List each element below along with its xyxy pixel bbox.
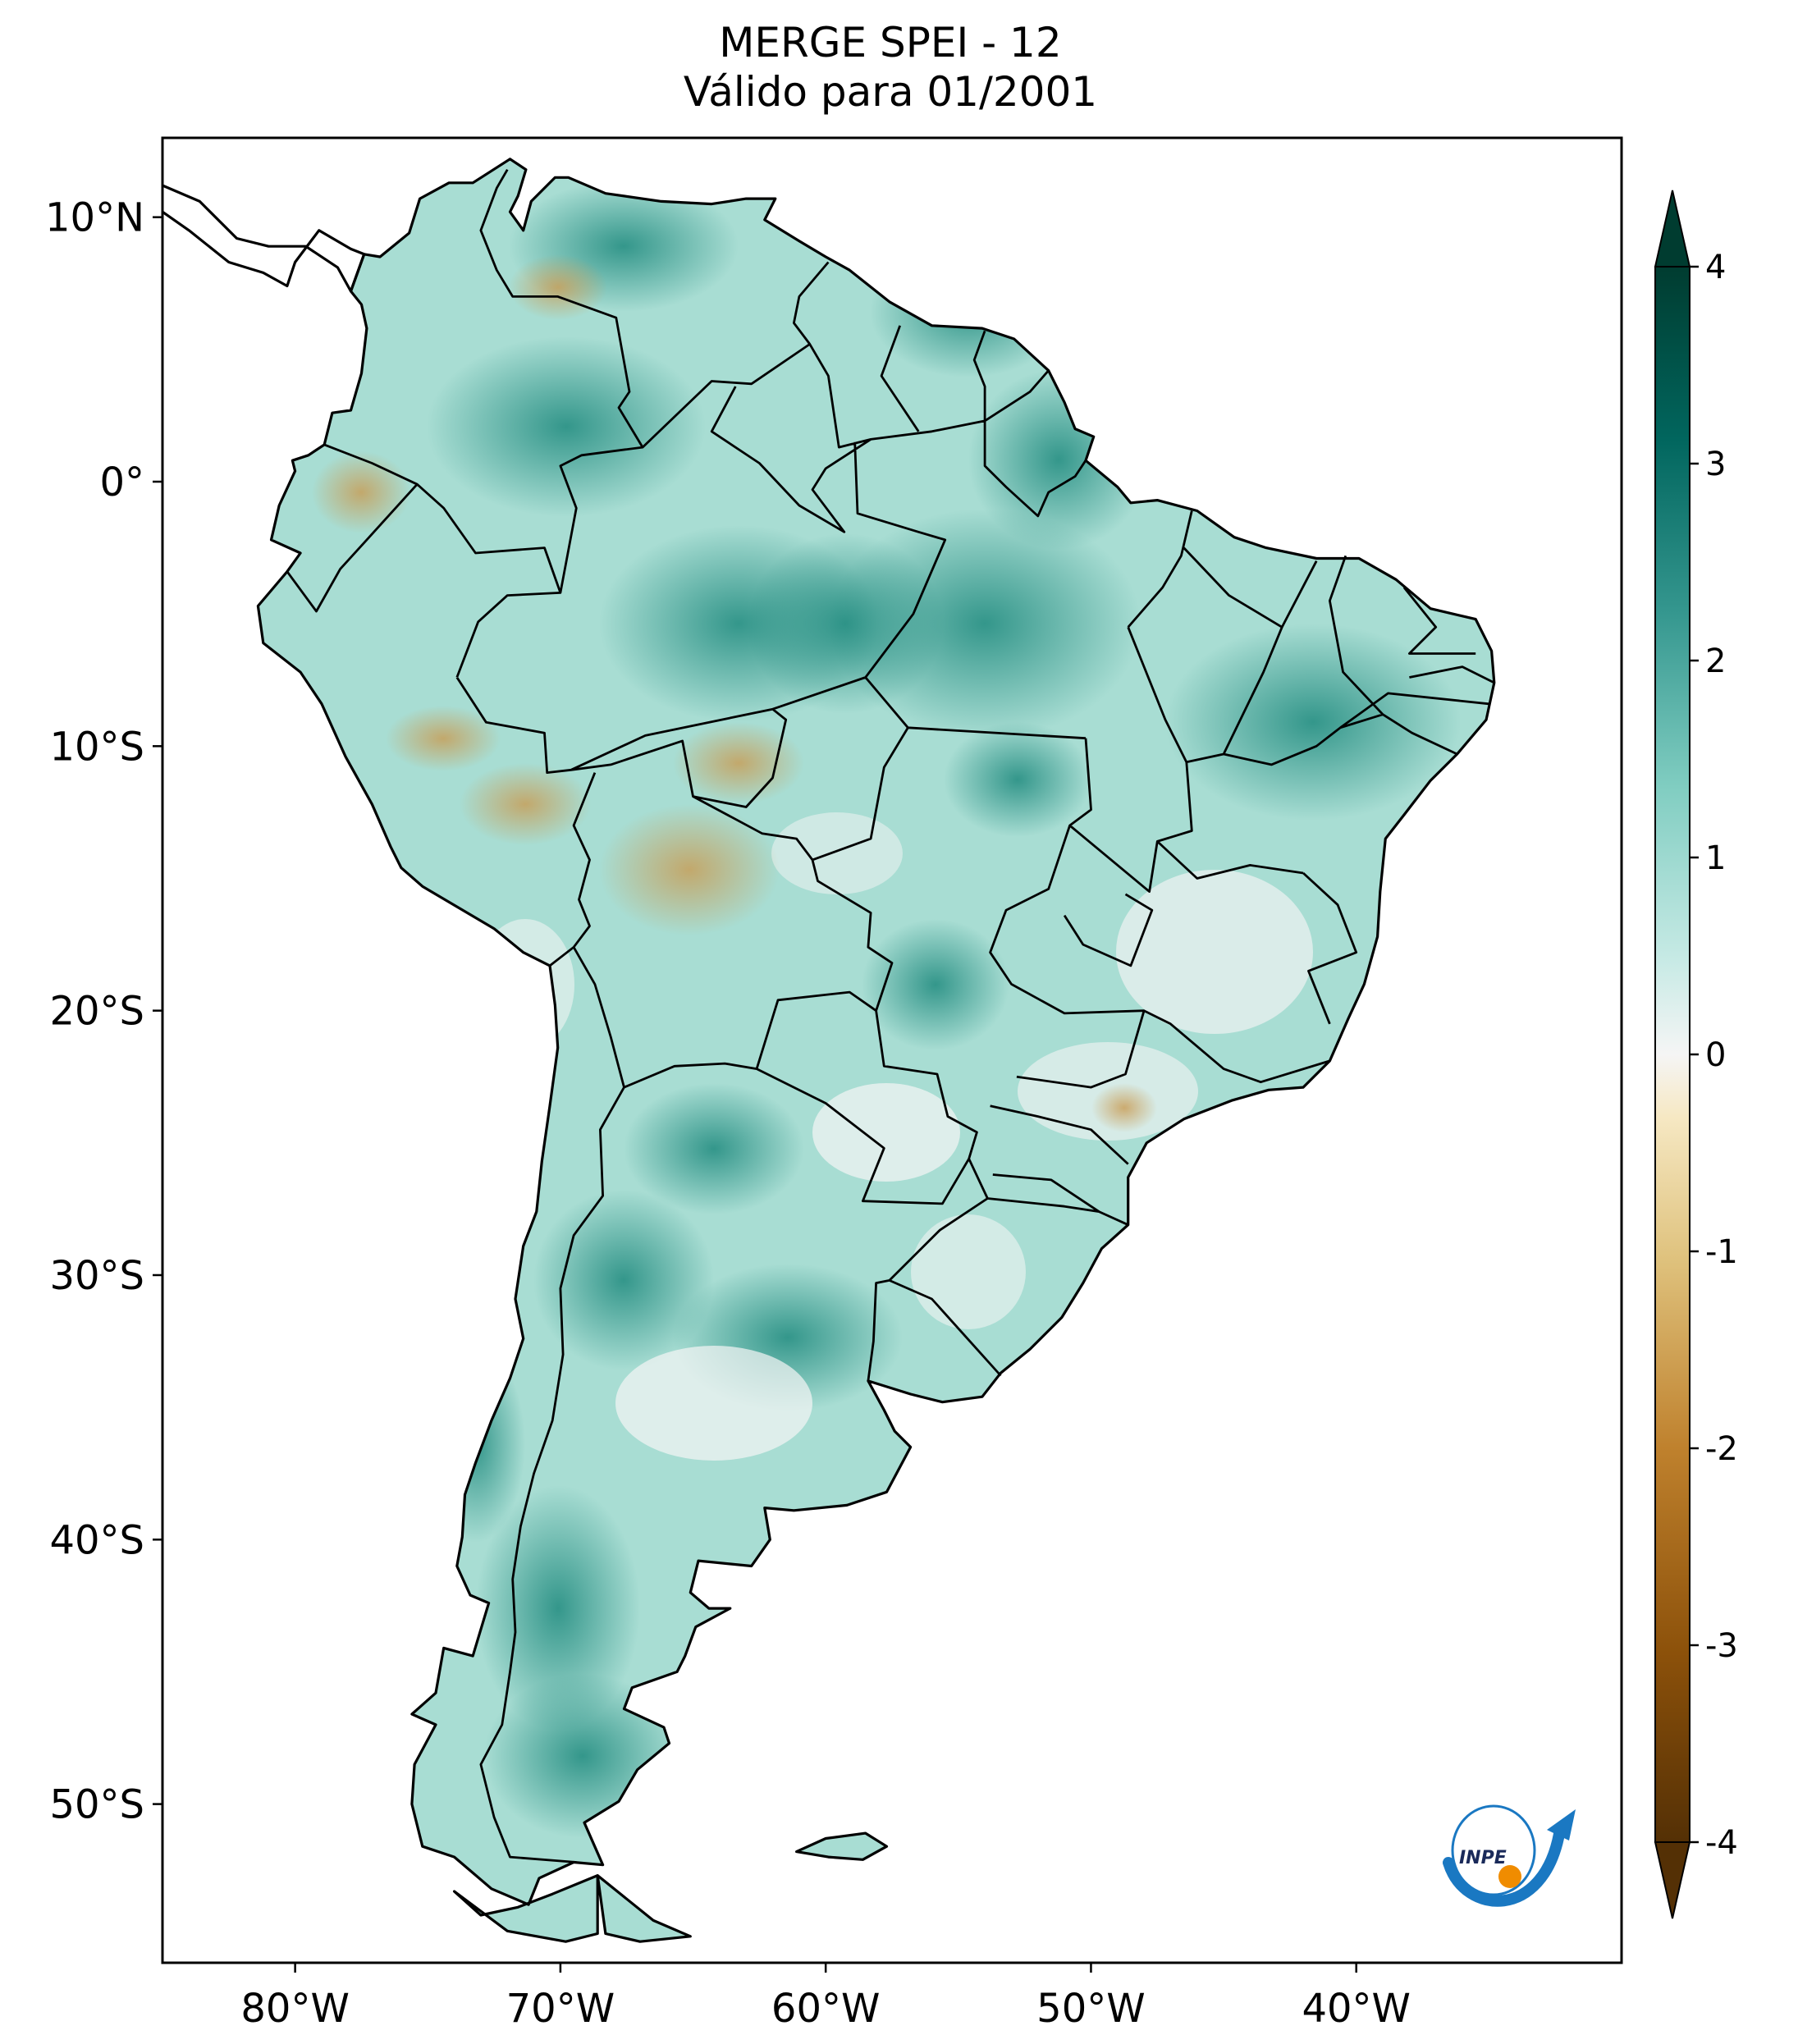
lon-tick-label: 80°W xyxy=(240,1986,350,2032)
colorbar-tick-label: 1 xyxy=(1705,839,1726,877)
colorbar-tick-label: 3 xyxy=(1705,446,1726,483)
colorbar-tick-label: -2 xyxy=(1705,1430,1738,1468)
colorbar-tick-label: -4 xyxy=(1705,1824,1738,1862)
title-line-2: Válido para 01/2001 xyxy=(683,68,1098,116)
inpe-logo: INPE xyxy=(1443,1804,1576,1907)
lon-tick-label: 50°W xyxy=(1036,1986,1146,2032)
tierra-del-fuego-coastline xyxy=(453,1874,692,1943)
colorbar-upper-extend xyxy=(1654,190,1691,268)
lon-tick-label: 70°W xyxy=(506,1986,615,2032)
logo-swoosh xyxy=(1443,1828,1565,1907)
colorbar-lower-extend xyxy=(1654,1841,1691,1919)
colorbar-tick-label: 0 xyxy=(1705,1036,1726,1074)
logo-arrowhead xyxy=(1547,1809,1576,1841)
lat-tick-label: 40°S xyxy=(49,1517,144,1563)
logo-orbit xyxy=(1451,1804,1536,1896)
logo-dot xyxy=(1498,1865,1521,1888)
lat-tick-label: 0° xyxy=(99,460,144,505)
lon-tick-label: 40°W xyxy=(1302,1986,1411,2032)
map-title: MERGE SPEI - 12 Válido para 01/2001 xyxy=(161,18,1620,117)
lat-tick-label: 50°S xyxy=(49,1782,144,1828)
colorbar-tick-label: -3 xyxy=(1705,1627,1738,1665)
latitude-axis: 10°N 0° 10°S 20°S 30°S 40°S 50°S xyxy=(45,195,162,1828)
continent-coastline xyxy=(256,158,1496,1906)
longitude-axis: 80°W 70°W 60°W 50°W 40°W xyxy=(240,1963,1411,2032)
title-line-1: MERGE SPEI - 12 xyxy=(719,19,1062,66)
central-america-coastline xyxy=(162,184,366,293)
colorbar-tick-label: -1 xyxy=(1705,1233,1738,1271)
map-frame xyxy=(161,136,1623,1964)
lat-tick-label: 10°S xyxy=(49,724,144,770)
colorbar-gradient xyxy=(1654,266,1690,1843)
colorbar-tick-label: 4 xyxy=(1705,249,1726,286)
borders xyxy=(162,158,1496,1943)
colorbar: 4 3 2 1 0 -1 -2 -3 -4 xyxy=(1654,190,1738,1919)
internal-borders xyxy=(286,168,1495,1863)
colorbar-tick-label: 2 xyxy=(1705,642,1726,680)
falkland-islands-coastline xyxy=(795,1831,889,1861)
lon-tick-label: 60°W xyxy=(771,1986,881,2032)
colorbar-ticks: 4 3 2 1 0 -1 -2 -3 -4 xyxy=(1690,249,1738,1862)
lat-tick-label: 10°N xyxy=(45,195,144,241)
lat-tick-label: 30°S xyxy=(49,1253,144,1299)
logo-text: INPE xyxy=(1459,1848,1507,1868)
lat-tick-label: 20°S xyxy=(49,989,144,1035)
